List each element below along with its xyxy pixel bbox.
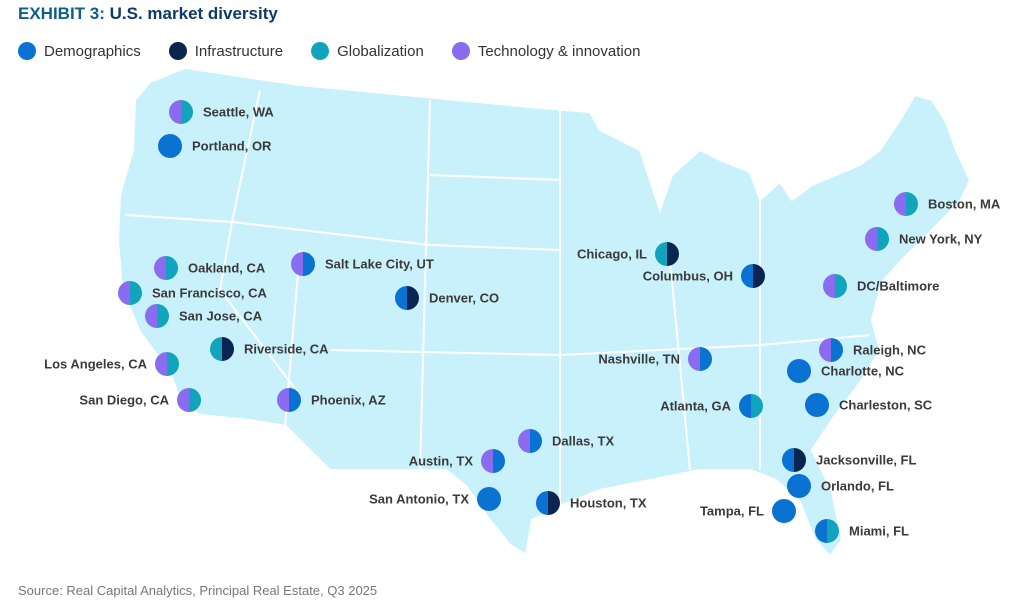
legend-item-globalization: Globalization (311, 42, 424, 60)
exhibit-title-text: U.S. market diversity (109, 4, 278, 23)
city-marker-icon (819, 338, 843, 362)
exhibit-title: EXHIBIT 3: U.S. market diversity (18, 4, 278, 24)
city-marker-icon (158, 134, 182, 158)
city-marker-icon (177, 388, 201, 412)
city-label: San Antonio, TX (369, 491, 469, 507)
city-marker-icon (536, 491, 560, 515)
city-marker-icon (894, 192, 918, 216)
legend-label: Infrastructure (194, 42, 284, 60)
city-marker-icon (865, 227, 889, 251)
us-land (116, 66, 972, 558)
city-label: DC/Baltimore (857, 278, 940, 294)
city-label: Seattle, WA (203, 104, 274, 120)
city-marker-icon (741, 264, 765, 288)
legend-item-demographics: Demographics (18, 42, 141, 60)
city-label: Atlanta, GA (660, 398, 731, 414)
city-label: Orlando, FL (821, 478, 894, 494)
city-marker-icon (155, 352, 179, 376)
legend-swatch (18, 42, 36, 60)
legend-label: Demographics (44, 42, 141, 60)
city-label: Salt Lake City, UT (325, 256, 434, 272)
city-marker-icon (210, 337, 234, 361)
city-label: Houston, TX (570, 495, 647, 511)
city-marker-icon (688, 347, 712, 371)
city-marker-icon (291, 252, 315, 276)
legend-swatch (311, 42, 330, 60)
city-marker-icon (782, 448, 806, 472)
legend-swatch (168, 42, 187, 60)
city-label: Charlotte, NC (821, 363, 905, 379)
city-marker-icon (118, 281, 142, 305)
city-label: San Diego, CA (79, 392, 169, 408)
city-label: Riverside, CA (244, 341, 329, 357)
city-label: San Francisco, CA (152, 285, 267, 301)
city-marker-icon (481, 449, 505, 473)
city-marker-icon (154, 256, 178, 280)
legend-label: Globalization (337, 42, 424, 60)
city-label: Columbus, OH (642, 268, 733, 284)
city-label: Chicago, IL (576, 246, 647, 262)
city-label: Denver, CO (429, 290, 500, 306)
city-label: San Jose, CA (179, 308, 263, 324)
legend-label: Technology & innovation (477, 42, 641, 60)
city-marker-icon (823, 274, 847, 298)
city-label: Jacksonville, FL (816, 452, 917, 468)
exhibit-number: EXHIBIT 3: (18, 4, 105, 23)
city-marker-icon (739, 394, 763, 418)
city-label: Los Angeles, CA (44, 356, 147, 372)
city-label: Nashville, TN (598, 351, 680, 367)
legend-item-infrastructure: Infrastructure (168, 42, 284, 60)
city-label: Raleigh, NC (853, 342, 926, 358)
legend-swatch (451, 42, 470, 60)
city-label: Oakland, CA (188, 260, 266, 276)
legend-item-technology: Technology & innovation (451, 42, 641, 60)
city-label: Austin, TX (408, 453, 473, 469)
city-marker-icon (277, 388, 301, 412)
source-note: Source: Real Capital Analytics, Principa… (18, 583, 378, 598)
city-label: Boston, MA (928, 196, 1001, 212)
city-label: Dallas, TX (552, 433, 615, 449)
city-marker-icon (518, 429, 542, 453)
city-marker-icon (145, 304, 169, 328)
city-label: Phoenix, AZ (311, 392, 386, 408)
city-marker-icon (477, 487, 501, 511)
city-label: Charleston, SC (839, 397, 933, 413)
city-marker-icon (805, 393, 829, 417)
city-marker-icon (772, 499, 796, 523)
city-label: Tampa, FL (699, 503, 764, 519)
city-marker-icon (169, 100, 193, 124)
city-marker-icon (787, 474, 811, 498)
city-label: New York, NY (899, 231, 983, 247)
city-label: Miami, FL (849, 523, 909, 539)
legend: Demographics Infrastructure Globalizatio… (18, 42, 640, 60)
city-marker-icon (815, 519, 839, 543)
city-marker-icon (395, 286, 419, 310)
city-marker-icon (787, 359, 811, 383)
city-marker-icon (655, 242, 679, 266)
city-label: Portland, OR (192, 138, 272, 154)
